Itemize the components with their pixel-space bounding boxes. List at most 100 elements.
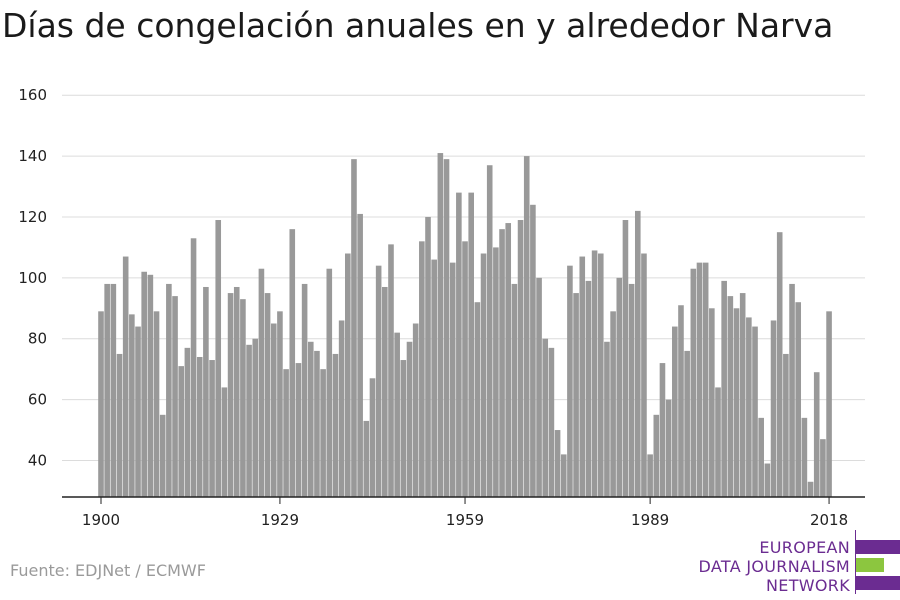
x-tick-label: 1929 (261, 511, 299, 529)
bar (493, 247, 499, 497)
bar (542, 338, 549, 497)
y-tick-label: 120 (18, 208, 47, 226)
bar (604, 341, 610, 497)
bar (400, 360, 407, 497)
x-tick-label: 1989 (631, 511, 669, 529)
bar (591, 250, 598, 497)
bar (233, 286, 240, 497)
bar (351, 159, 357, 497)
bar (295, 363, 302, 497)
bar (807, 481, 814, 497)
x-tick-label: 1900 (82, 511, 120, 529)
x-ticks: 1900 1929 1959 1989 2018 (82, 497, 848, 529)
bar (653, 414, 660, 497)
logo-stripe-bottom (856, 576, 900, 590)
bar (98, 311, 104, 497)
bar (585, 280, 592, 497)
bar (746, 317, 752, 497)
bar (252, 338, 259, 497)
bar (215, 220, 222, 497)
y-tick-label: 160 (18, 86, 47, 104)
bar (338, 320, 345, 497)
bar (345, 253, 351, 497)
bar (659, 363, 666, 497)
bar (721, 280, 727, 497)
bar (820, 439, 826, 497)
bar (122, 256, 129, 497)
bar (801, 417, 808, 497)
y-tick-label: 100 (18, 269, 47, 287)
bar (678, 305, 684, 497)
bar (795, 302, 802, 497)
bar (554, 430, 561, 497)
bar (560, 454, 567, 497)
bar (419, 241, 425, 497)
bar (314, 350, 320, 497)
bar (486, 165, 493, 498)
bar (203, 286, 209, 497)
bar (437, 153, 444, 498)
bar (147, 274, 154, 497)
bar (258, 268, 265, 497)
bar (406, 341, 413, 497)
bar (221, 387, 228, 497)
bar (548, 347, 555, 497)
bar (690, 268, 697, 497)
bar (511, 283, 518, 497)
bar (129, 314, 135, 497)
bar (172, 296, 178, 497)
bar (388, 244, 394, 497)
logo-line-3: NETWORK (766, 576, 850, 595)
bar (246, 344, 252, 497)
bar (116, 353, 123, 497)
bar (462, 241, 468, 497)
bar (789, 283, 795, 497)
edjnet-logo: EUROPEAN DATA JOURNALISM NETWORK (699, 530, 900, 600)
bar (622, 220, 629, 497)
bar (357, 213, 363, 497)
bar (579, 256, 586, 497)
bar (783, 353, 789, 497)
bar (770, 320, 777, 497)
bar (326, 268, 333, 497)
x-tick-label: 2018 (810, 511, 848, 529)
bar (449, 262, 456, 497)
bar (456, 192, 462, 497)
bar (709, 308, 715, 497)
bars (98, 153, 832, 498)
bar (813, 372, 820, 497)
bar (567, 265, 573, 497)
bar (499, 229, 505, 497)
logo-stripe-middle (856, 558, 884, 572)
bar (628, 283, 635, 497)
y-tick-label: 140 (18, 147, 47, 165)
bar (425, 216, 431, 497)
bar (227, 293, 234, 497)
logo-line-1: EUROPEAN (759, 538, 850, 557)
bar (178, 366, 185, 497)
bar (647, 454, 653, 497)
bar (616, 277, 623, 497)
bar (166, 283, 172, 497)
bar (320, 369, 326, 497)
bar (752, 326, 758, 497)
bar (240, 299, 246, 497)
bar (443, 159, 450, 497)
bar (702, 262, 709, 497)
bar (110, 283, 117, 497)
bar (431, 259, 437, 497)
bar (573, 293, 579, 497)
y-tick-label: 60 (28, 391, 47, 409)
bar (641, 253, 647, 497)
bar (104, 283, 110, 497)
bar (277, 311, 283, 497)
logo-divider (855, 530, 856, 594)
y-tick-labels: 40 60 80 100 120 140 160 (18, 86, 47, 469)
x-tick-label: 1959 (446, 511, 484, 529)
bar (307, 341, 314, 497)
bar (301, 283, 308, 497)
bar (209, 360, 215, 497)
bar (634, 210, 641, 497)
bar (468, 192, 474, 497)
